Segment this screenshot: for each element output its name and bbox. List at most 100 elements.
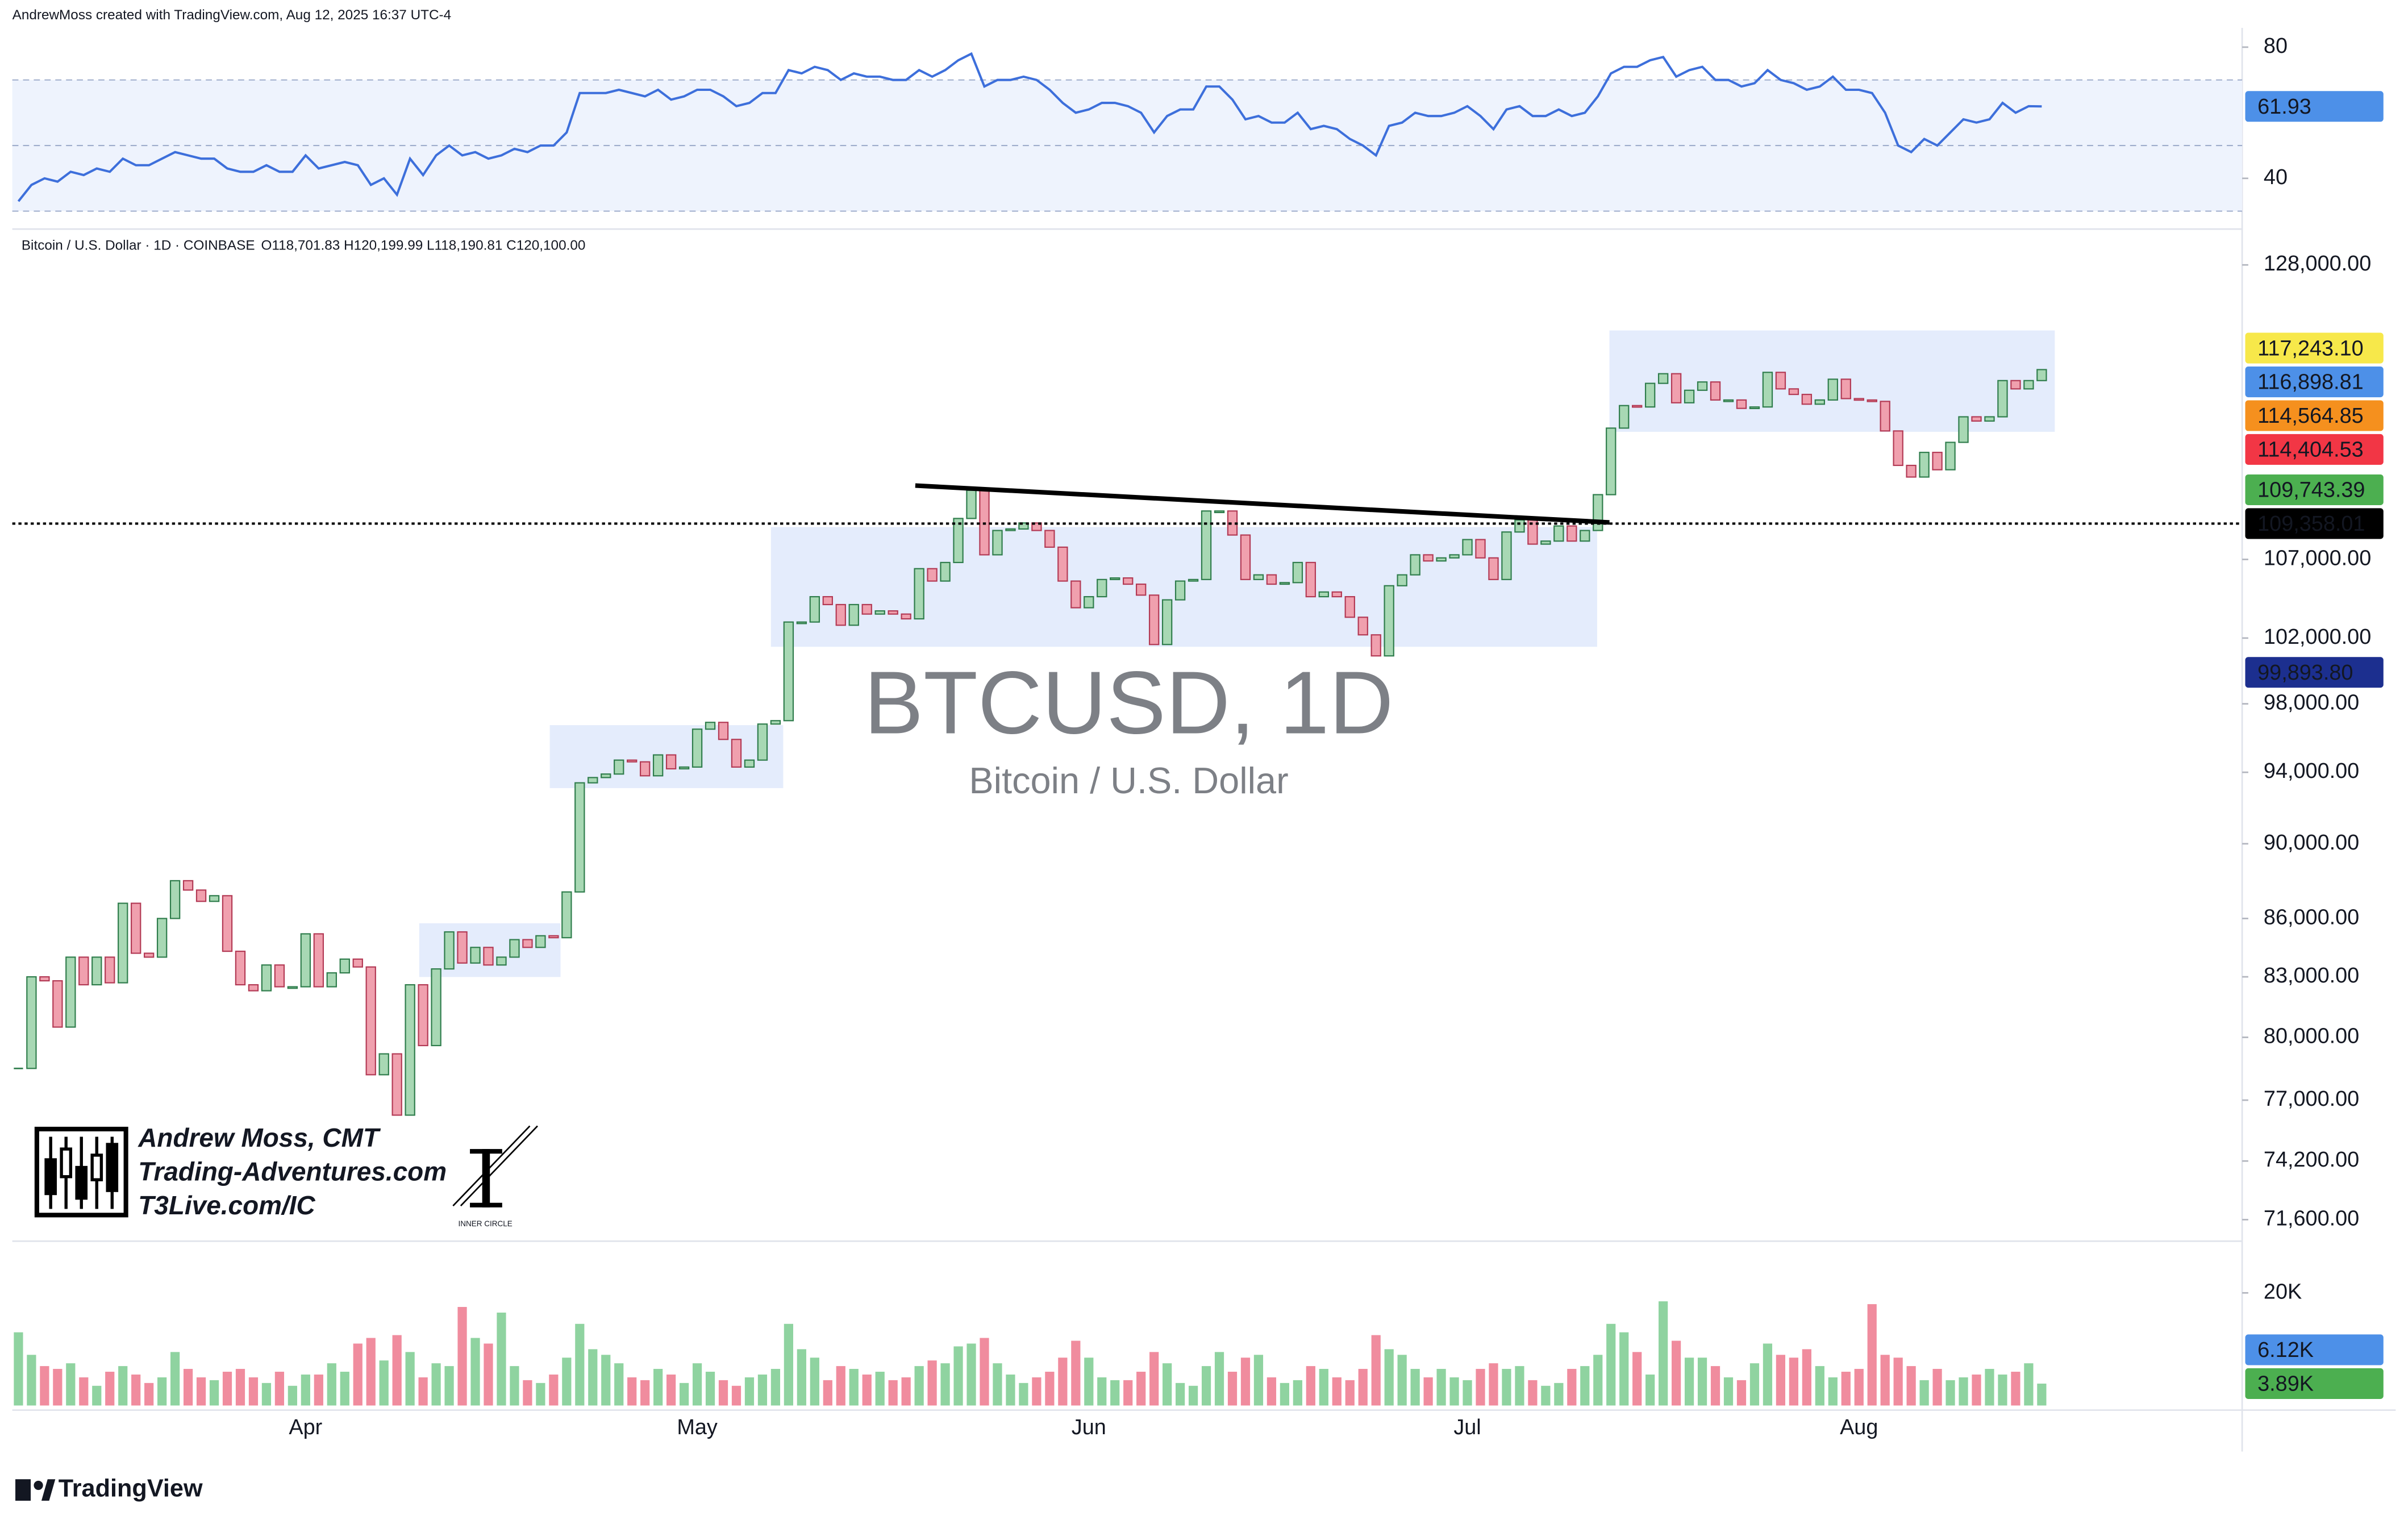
volume-bar [1515, 1366, 1524, 1406]
candle-body [1214, 510, 1225, 514]
volume-bar [888, 1380, 898, 1406]
volume-bar [523, 1380, 532, 1406]
candle-body [1423, 554, 1434, 562]
candle-body [1436, 557, 1447, 562]
volume-bar [1188, 1385, 1198, 1406]
volume-bar [484, 1343, 493, 1406]
volume-bar [1710, 1366, 1720, 1406]
volume-bar [170, 1352, 180, 1406]
volume-bar [666, 1374, 676, 1406]
volume-bar [288, 1385, 297, 1406]
candle-body [601, 773, 611, 778]
candle-body [1031, 522, 1042, 531]
volume-bar [314, 1374, 323, 1406]
candle-body [927, 568, 938, 582]
volume-bar [1163, 1363, 1172, 1406]
candle-body [1906, 464, 1917, 478]
volume-bar [1880, 1355, 1890, 1406]
volume-bar [248, 1377, 259, 1406]
candle-body [1632, 405, 1643, 408]
candle-body [809, 596, 820, 623]
candle-body [78, 956, 89, 986]
volume-bar [1110, 1380, 1120, 1406]
candle-body [1331, 591, 1342, 598]
candle-body [2023, 380, 2034, 390]
volume-bar [131, 1374, 141, 1406]
candle-body [1684, 389, 1695, 403]
candle-body [678, 766, 690, 770]
volume-bar [993, 1363, 1002, 1406]
candle-body [1971, 416, 1982, 422]
volume-bar [2024, 1363, 2034, 1406]
volume-bar [14, 1332, 23, 1406]
volume-bar [301, 1374, 310, 1406]
candle-body [1253, 574, 1264, 580]
candle-body [118, 902, 128, 984]
candle-body [274, 964, 285, 988]
candle-body [1827, 378, 1838, 401]
volume-bar [418, 1377, 428, 1406]
y-tick-label: 77,000.00 [2264, 1087, 2359, 1111]
trendline [915, 483, 1610, 525]
candle-body [1344, 596, 1355, 618]
candle-body [783, 621, 794, 722]
candle-body [1540, 540, 1551, 545]
volume-bar [1749, 1363, 1760, 1406]
candle-body [1580, 530, 1590, 542]
candle-body [718, 722, 729, 740]
volume-bar [1319, 1369, 1328, 1406]
candle-body [1123, 577, 1134, 585]
price-tag [2245, 367, 2384, 398]
candle-body [1005, 528, 1016, 531]
volume-bar [431, 1363, 441, 1406]
logo-line: Trading-Adventures.com [138, 1156, 447, 1186]
volume-bar [562, 1358, 572, 1406]
volume-bar [1567, 1369, 1577, 1406]
candle-body [1370, 634, 1381, 657]
candle-body [770, 720, 781, 725]
candle-body [1514, 519, 1525, 533]
y-tick-label: 74,200.00 [2264, 1148, 2359, 1172]
volume-bar [1593, 1355, 1603, 1406]
candle-body [1736, 399, 1747, 409]
candle-body [1853, 398, 1864, 401]
volume-bar [823, 1380, 832, 1406]
volume-bar [1371, 1335, 1381, 1406]
price-tag [2245, 332, 2384, 364]
candle-body [326, 972, 337, 988]
volume-bar [53, 1369, 63, 1406]
volume-bar [1659, 1301, 1668, 1406]
candle-body [1449, 554, 1460, 559]
volume-bar [1528, 1380, 1538, 1406]
volume-bar [731, 1385, 741, 1406]
candle-body [822, 596, 834, 606]
volume-bar [849, 1369, 859, 1406]
volume-bar [1097, 1377, 1107, 1406]
volume-bar [144, 1383, 154, 1406]
badge-stroke [460, 1125, 538, 1207]
credit: AndrewMoss created with TradingView.com,… [13, 7, 452, 23]
volume-bar [1253, 1355, 1264, 1406]
logo-candles [44, 1136, 119, 1209]
candle-body [169, 880, 181, 919]
candle-body [1201, 510, 1212, 580]
price-tag [2245, 1334, 2384, 1365]
candle-body [1880, 401, 1890, 432]
candle-body [1997, 380, 2008, 418]
volume-bar [1463, 1380, 1472, 1406]
candle-body [1318, 591, 1330, 598]
candle-body [365, 966, 376, 1076]
candle-body [1893, 430, 1903, 467]
volume-bar [92, 1385, 102, 1406]
volume-bar [862, 1374, 872, 1406]
volume-bar [1436, 1369, 1446, 1406]
candle-body [535, 935, 546, 948]
price-tag-label: 114,564.85 [2257, 404, 2364, 428]
candle-body [313, 933, 324, 988]
volume-bar [1985, 1369, 1994, 1406]
volume-bar [1606, 1323, 1616, 1406]
candle-body [1867, 399, 1877, 402]
price-tag-label: 99,893.80 [2257, 661, 2353, 685]
